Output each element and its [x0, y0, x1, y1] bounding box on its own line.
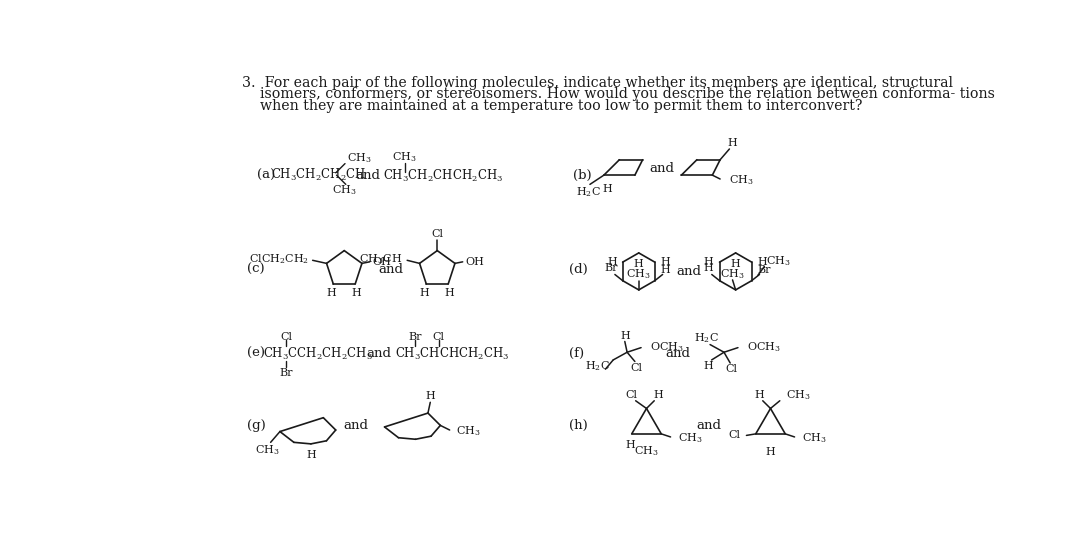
Text: (c): (c) — [247, 262, 265, 275]
Text: $\mathregular{H_2C}$: $\mathregular{H_2C}$ — [585, 359, 610, 373]
Text: H: H — [754, 390, 764, 401]
Text: H: H — [352, 288, 362, 298]
Text: $\mathregular{CH_3CH}$: $\mathregular{CH_3CH}$ — [360, 253, 403, 267]
Text: $\mathregular{CH_3}$: $\mathregular{CH_3}$ — [347, 151, 372, 165]
Text: H: H — [625, 441, 635, 450]
Text: H: H — [327, 288, 337, 298]
Text: $\mathregular{CH_3CCH_2CH_2CH_3}$: $\mathregular{CH_3CCH_2CH_2CH_3}$ — [262, 346, 373, 362]
Text: $\mathregular{CH_3}$: $\mathregular{CH_3}$ — [626, 268, 651, 281]
Text: Br: Br — [280, 368, 293, 378]
Text: H: H — [728, 138, 738, 148]
Text: H: H — [661, 257, 671, 267]
Text: $\mathregular{CH_3}$: $\mathregular{CH_3}$ — [456, 425, 481, 438]
Text: H: H — [653, 390, 663, 401]
Text: Cl: Cl — [631, 363, 643, 373]
Text: $\mathregular{H_2C}$: $\mathregular{H_2C}$ — [576, 185, 600, 199]
Text: $\mathregular{H_2C}$: $\mathregular{H_2C}$ — [694, 332, 719, 345]
Text: $\mathregular{CH_3}$: $\mathregular{CH_3}$ — [634, 444, 659, 459]
Text: Br: Br — [605, 263, 618, 273]
Text: Cl: Cl — [726, 364, 738, 374]
Text: (f): (f) — [569, 347, 584, 360]
Text: H: H — [607, 257, 617, 267]
Text: Cl: Cl — [433, 332, 445, 342]
Text: Cl: Cl — [431, 229, 443, 238]
Text: $\mathregular{CH_3CHCHCH_2CH_3}$: $\mathregular{CH_3CHCHCH_2CH_3}$ — [394, 346, 509, 362]
Text: (g): (g) — [247, 419, 266, 432]
Text: H: H — [704, 263, 714, 273]
Text: H: H — [766, 447, 775, 456]
Text: $\mathregular{ClCH_2CH_2}$: $\mathregular{ClCH_2CH_2}$ — [249, 253, 310, 267]
Text: (b): (b) — [572, 169, 592, 182]
Text: and: and — [378, 262, 403, 275]
Text: OH: OH — [465, 257, 485, 267]
Text: (a): (a) — [257, 169, 275, 182]
Text: Cl: Cl — [728, 430, 740, 441]
Text: H: H — [445, 288, 455, 298]
Text: $\mathregular{CH_3}$: $\mathregular{CH_3}$ — [729, 173, 754, 186]
Text: H: H — [704, 361, 714, 371]
Text: and: and — [665, 347, 690, 360]
Text: and: and — [343, 419, 368, 432]
Text: $\mathregular{CH_3}$: $\mathregular{CH_3}$ — [766, 254, 791, 268]
Text: Cl: Cl — [280, 332, 292, 342]
Text: $\mathregular{CH_3}$: $\mathregular{CH_3}$ — [255, 443, 280, 457]
Text: $\mathregular{CH_3}$: $\mathregular{CH_3}$ — [802, 431, 827, 444]
Text: H: H — [704, 257, 714, 267]
Text: and: and — [696, 419, 721, 432]
Text: when they are maintained at a temperature too low to permit them to interconvert: when they are maintained at a temperatur… — [242, 99, 862, 113]
Text: (e): (e) — [247, 347, 266, 360]
Text: and: and — [649, 163, 675, 176]
Text: and: and — [356, 169, 381, 182]
Text: Br: Br — [408, 332, 421, 342]
Text: H: H — [420, 288, 430, 298]
Text: H: H — [758, 257, 768, 267]
Text: H: H — [731, 259, 741, 269]
Text: (h): (h) — [569, 419, 588, 432]
Text: H: H — [634, 259, 644, 269]
Text: $\mathregular{CH_3}$: $\mathregular{CH_3}$ — [392, 150, 417, 164]
Text: $\mathregular{CH_3}$: $\mathregular{CH_3}$ — [786, 389, 811, 402]
Text: $\mathregular{CH_3CH_2CH_2CH}$: $\mathregular{CH_3CH_2CH_2CH}$ — [271, 167, 366, 183]
Text: H: H — [426, 391, 435, 401]
Text: isomers, conformers, or stereoisomers. How would you describe the relation betwe: isomers, conformers, or stereoisomers. H… — [242, 87, 995, 101]
Text: $\mathregular{CH_3}$: $\mathregular{CH_3}$ — [720, 267, 745, 281]
Text: H: H — [661, 265, 671, 275]
Text: $\mathregular{OCH_3}$: $\mathregular{OCH_3}$ — [747, 340, 781, 354]
Text: and: and — [677, 265, 702, 278]
Text: $\mathregular{CH_3}$: $\mathregular{CH_3}$ — [678, 431, 703, 444]
Text: $\mathregular{CH_3CH_2CHCH_2CH_3}$: $\mathregular{CH_3CH_2CHCH_2CH_3}$ — [383, 168, 503, 184]
Text: H: H — [306, 450, 315, 460]
Text: OH: OH — [373, 257, 392, 267]
Text: H: H — [603, 184, 612, 194]
Text: $\mathregular{OCH_3}$: $\mathregular{OCH_3}$ — [650, 340, 685, 354]
Text: and: and — [366, 347, 392, 360]
Text: (d): (d) — [569, 262, 588, 275]
Text: 3.  For each pair of the following molecules, indicate whether its members are i: 3. For each pair of the following molecu… — [242, 76, 953, 90]
Text: H: H — [620, 331, 630, 341]
Text: $\mathregular{CH_3}$: $\mathregular{CH_3}$ — [332, 183, 356, 197]
Text: Br: Br — [757, 265, 771, 275]
Text: Cl: Cl — [625, 390, 637, 401]
